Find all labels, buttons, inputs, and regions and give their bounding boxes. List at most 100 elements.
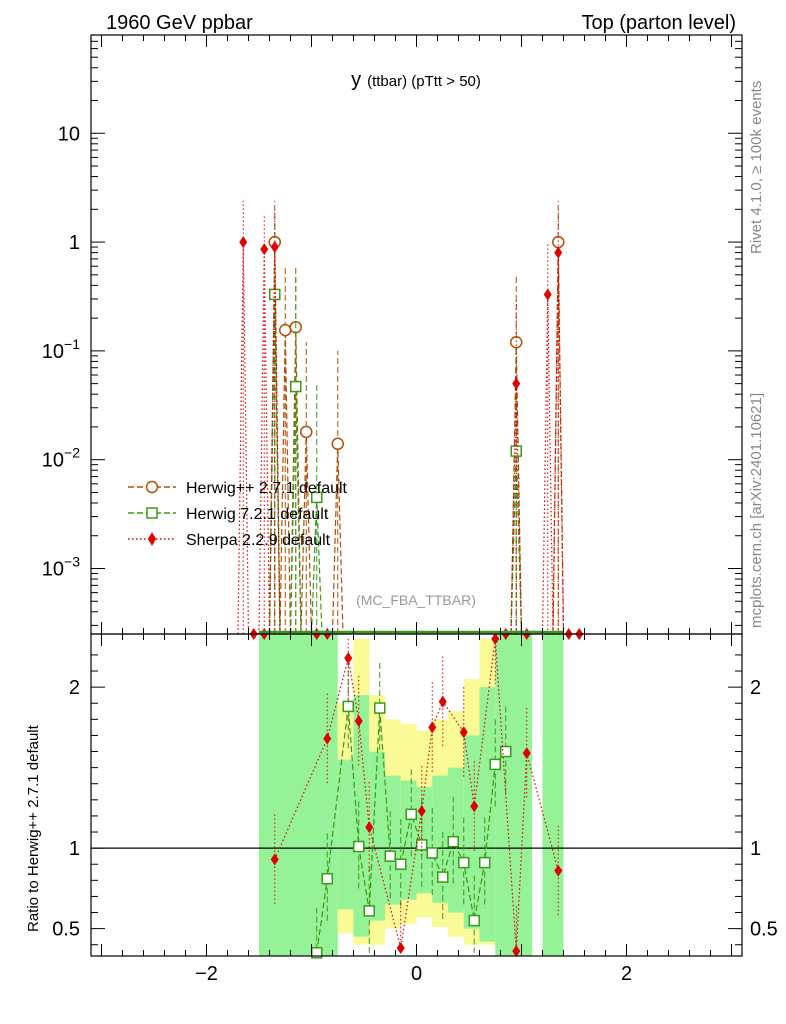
data-point <box>554 246 563 259</box>
ratio-band-green <box>542 634 564 956</box>
y-tick-base: 1 <box>69 232 80 254</box>
ratio-ylabel: Ratio to Herwig++ 2.7.1 default <box>25 724 42 932</box>
ratio-point <box>363 905 375 917</box>
ratio-y-tick-label: 2 <box>69 677 80 699</box>
y-tick-label: 10−3 <box>42 553 80 580</box>
legend-marker-herwigpp <box>145 480 159 494</box>
data-point <box>239 236 248 249</box>
ratio-point <box>405 808 417 821</box>
ratio-band-green <box>400 780 417 900</box>
ratio-y-tick-label-right: 2 <box>750 677 761 699</box>
x-tick-label: 0 <box>411 963 422 985</box>
analysis-tag: (MC_FBA_TTBAR) <box>356 592 476 608</box>
legend-marker-sherpa <box>148 532 156 546</box>
ratio-point <box>323 732 332 745</box>
y-tick-label: 1 <box>69 232 80 254</box>
y-tick-base: 10 <box>58 123 80 145</box>
y-tick-exponent: −3 <box>64 553 80 569</box>
data-point <box>510 445 522 457</box>
data-point <box>543 288 552 301</box>
ratio-point <box>470 800 479 813</box>
ratio-y-tick-label-right: 0.5 <box>750 919 778 941</box>
data-point <box>290 380 302 393</box>
y-tick-exponent: −2 <box>64 445 80 461</box>
ratio-band-green <box>337 759 354 910</box>
y-tick-base: 10 <box>42 341 64 363</box>
legend-entry-herwigpp: Herwig++ 2.7.1 default <box>128 480 348 497</box>
ratio-point <box>468 914 480 927</box>
x-tick-label: 2 <box>621 963 632 985</box>
ratio-point <box>354 714 363 727</box>
legend: Herwig++ 2.7.1 default Herwig 7.2.1 defa… <box>128 480 348 549</box>
ratio-band-green <box>479 687 496 942</box>
ratio-point <box>396 941 405 954</box>
header-right: Top (parton level) <box>581 12 736 34</box>
ratio-band-green <box>353 695 370 937</box>
ratio-point <box>417 805 426 818</box>
y-tick-label: 10−2 <box>42 445 80 472</box>
series-layer <box>91 200 742 959</box>
ratio-y-tick-label: 0.5 <box>52 919 80 941</box>
plot-title: y (ttbar) (pTtt > 50) <box>351 69 481 91</box>
rivet-label: Rivet 4.1.0, ≥ 100k events <box>748 81 765 254</box>
y-tick-base: 10 <box>42 450 64 472</box>
x-tick-label: −2 <box>195 963 218 985</box>
data-point <box>260 243 269 256</box>
ratio-band-green <box>369 751 385 921</box>
ratio-point <box>522 747 531 760</box>
header-left: 1960 GeV ppbar <box>106 12 253 34</box>
ratio-point <box>458 856 470 869</box>
ratio-band-green <box>385 775 401 905</box>
legend-label-herwigpp: Herwig++ 2.7.1 default <box>186 480 348 497</box>
ratio-point <box>416 839 428 851</box>
ratio-point <box>353 840 365 853</box>
data-point <box>311 491 323 504</box>
ratio-uncertainty-bands <box>259 634 564 956</box>
ratio-point <box>438 695 447 708</box>
data-point <box>270 241 279 254</box>
y-tick-base: 10 <box>42 558 64 580</box>
ratio-point <box>554 864 563 877</box>
ratio-line-0 <box>316 706 507 953</box>
legend-marker-herwig7 <box>146 507 158 519</box>
plot-title-sub: (ttbar) (pTtt > 50) <box>367 73 481 90</box>
ratio-band-green <box>463 735 480 929</box>
ratio-point <box>479 856 491 869</box>
series-line-2 <box>237 242 565 635</box>
ratio-band-green <box>495 634 532 956</box>
ratio-point <box>342 700 354 713</box>
ratio-y-tick-label-right: 1 <box>750 838 761 860</box>
ratio-point <box>374 702 386 714</box>
ratio-band-green <box>259 634 338 956</box>
y-tick-exponent: −1 <box>64 336 80 352</box>
ratio-point <box>428 721 437 734</box>
mcplots-label: mcplots.cern.ch [arXiv:2401.10621] <box>748 393 765 628</box>
ratio-point <box>384 850 396 862</box>
ratio-point <box>489 758 501 771</box>
legend-entry-herwig7: Herwig 7.2.1 default <box>128 506 329 523</box>
ratio-point <box>270 853 279 866</box>
data-point <box>300 425 313 439</box>
data-point <box>510 336 523 349</box>
legend-entry-sherpa: Sherpa 2.2.9 default <box>128 532 331 549</box>
data-point <box>512 377 521 390</box>
legend-label-sherpa: Sherpa 2.2.9 default <box>186 532 331 549</box>
ratio-point <box>459 726 468 739</box>
y-tick-label: 10 <box>58 123 80 145</box>
ratio-point <box>426 847 438 859</box>
legend-label-herwig7: Herwig 7.2.1 default <box>186 506 329 523</box>
ratio-band-green <box>432 775 448 903</box>
data-point <box>279 323 292 337</box>
ratio-point <box>321 872 333 885</box>
ratio-point <box>344 652 353 665</box>
ratio-point <box>491 632 500 645</box>
ratio-point <box>447 835 459 848</box>
ratio-point <box>500 745 512 758</box>
ratio-point <box>395 858 407 870</box>
y-tick-label: 10−1 <box>42 336 80 363</box>
ratio-point <box>365 821 374 834</box>
plot-title-main: y <box>351 69 361 91</box>
ratio-point <box>512 945 521 958</box>
